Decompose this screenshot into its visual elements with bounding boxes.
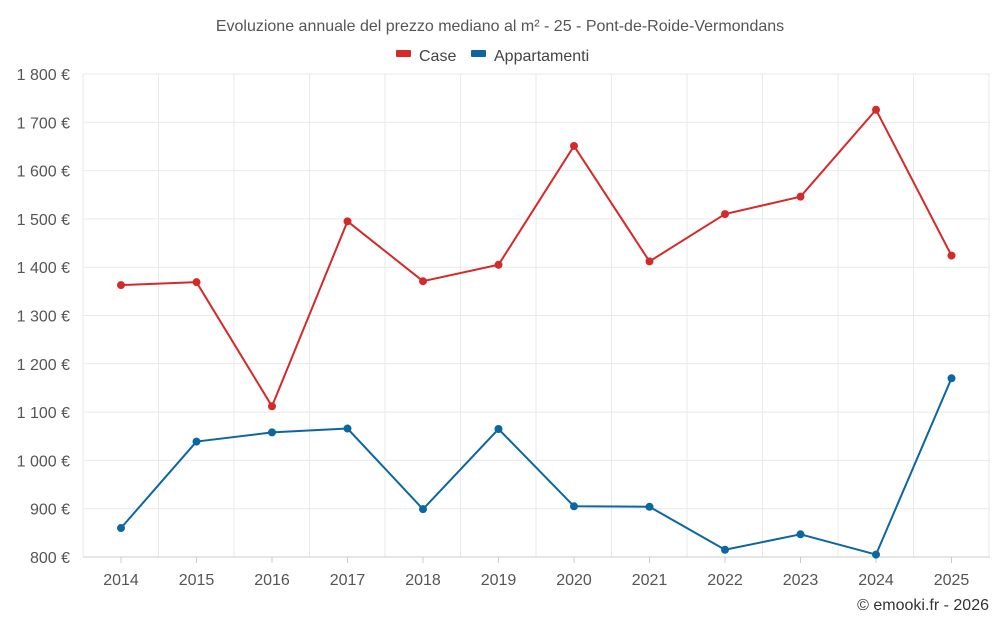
legend-swatch-case [396, 50, 411, 57]
x-tick-label: 2014 [103, 572, 139, 589]
data-point-appartamenti[interactable] [645, 502, 654, 511]
data-point-appartamenti[interactable] [721, 545, 729, 554]
data-point-appartamenti[interactable] [494, 425, 503, 434]
y-tick-label: 1 800 € [17, 67, 70, 84]
x-axis: 2014 2015 2016 2017 2018 2019 2020 2021 2022 2023… [83, 556, 990, 589]
data-point-case[interactable] [268, 402, 276, 411]
y-tick-label: 1 500 € [17, 212, 70, 229]
data-point-appartamenti[interactable] [192, 437, 201, 446]
series-case [117, 105, 956, 411]
series-layer [117, 105, 956, 559]
data-point-appartamenti[interactable] [419, 505, 427, 514]
x-tick-label: 2024 [858, 572, 894, 589]
data-point-appartamenti[interactable] [268, 428, 276, 437]
data-point-appartamenti[interactable] [796, 530, 805, 539]
series-line-case [120, 108, 953, 408]
legend-label-appartamenti: Appartamenti [494, 48, 589, 65]
legend-swatch-appartamenti [471, 50, 486, 57]
legend-item-appartamenti[interactable]: Appartamenti [471, 48, 589, 65]
x-tick-label: 2019 [481, 572, 517, 589]
data-point-appartamenti[interactable] [570, 502, 578, 511]
x-tick-label: 2025 [934, 572, 970, 589]
data-point-case[interactable] [796, 192, 805, 201]
x-tick-label: 2023 [783, 572, 819, 589]
chart-title: Evoluzione annuale del prezzo mediano al… [216, 18, 784, 35]
y-tick-label: 1 400 € [17, 260, 70, 277]
x-tick-label: 2018 [405, 572, 441, 589]
legend-label-case: Case [419, 48, 456, 65]
y-tick-label: 1 300 € [17, 309, 70, 326]
data-point-appartamenti[interactable] [872, 550, 880, 559]
data-point-case[interactable] [570, 141, 578, 150]
x-tick-label: 2016 [254, 572, 290, 589]
data-point-case[interactable] [117, 281, 125, 290]
data-point-appartamenti[interactable] [117, 524, 125, 533]
data-point-appartamenti[interactable] [343, 424, 352, 433]
legend-item-case[interactable]: Case [396, 48, 456, 65]
x-tick-label: 2020 [556, 572, 592, 589]
data-point-case[interactable] [721, 210, 729, 219]
y-tick-label: 1 100 € [17, 405, 70, 422]
y-tick-label: 1 200 € [17, 357, 70, 374]
x-tick-label: 2017 [330, 572, 366, 589]
data-point-case[interactable] [192, 278, 201, 287]
data-point-case[interactable] [645, 257, 654, 266]
x-tick-label: 2022 [707, 572, 743, 589]
credit-text: © emooki.fr - 2026 [857, 597, 989, 614]
series-appartamenti [117, 374, 956, 559]
y-tick-label: 900 € [30, 502, 70, 519]
y-tick-label: 1 000 € [17, 453, 70, 470]
y-tick-label: 1 700 € [17, 115, 70, 132]
y-tick-label: 800 € [30, 550, 70, 567]
grid [82, 73, 990, 557]
data-point-case[interactable] [419, 277, 427, 286]
x-tick-label: 2021 [632, 572, 668, 589]
series-line-appartamenti [120, 377, 953, 556]
data-point-case[interactable] [494, 260, 503, 269]
data-point-case[interactable] [872, 105, 880, 114]
data-point-case[interactable] [343, 217, 352, 226]
data-point-appartamenti[interactable] [947, 374, 956, 383]
y-axis: 800 € 900 € 1 000 € 1 100 € 1 200 € 1 300 € 1 … [17, 67, 70, 567]
legend: Case Appartamenti [396, 48, 589, 65]
data-point-case[interactable] [947, 251, 956, 260]
y-tick-label: 1 600 € [17, 164, 70, 181]
x-tick-label: 2015 [179, 572, 215, 589]
